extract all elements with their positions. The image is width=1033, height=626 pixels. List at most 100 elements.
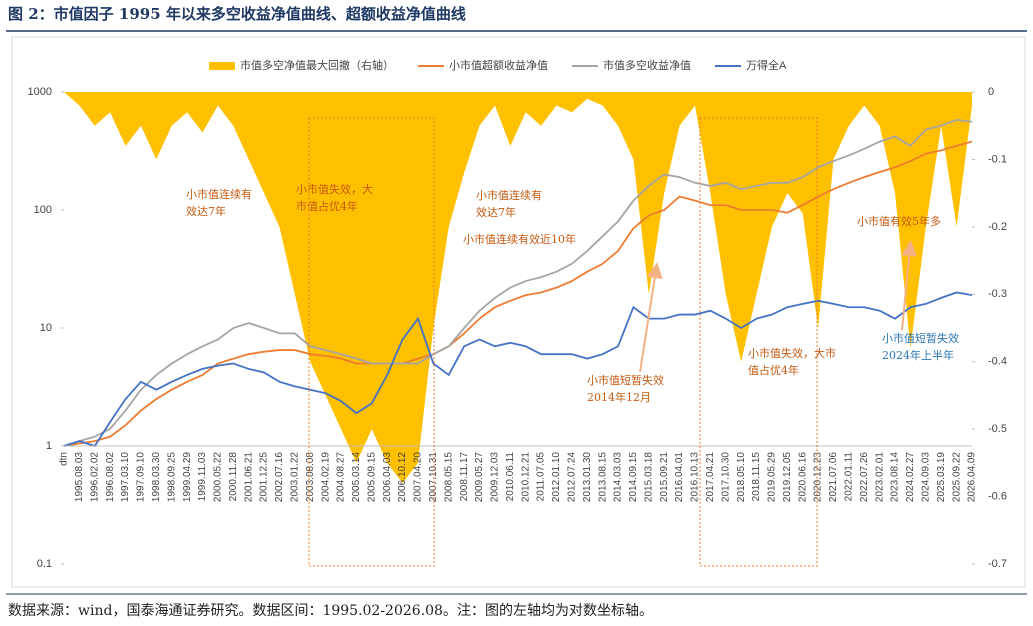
x-tick-label: 2022.07.26 (859, 452, 870, 502)
annotation: 2014年12月 (587, 390, 651, 404)
y-tick-label: 10 (40, 322, 52, 334)
highlight-box (699, 117, 818, 567)
x-tick-label: 2012.01.10 (551, 452, 562, 502)
x-tick-label: 2024.09.03 (920, 452, 931, 502)
y2-tick-label: -0.1 (988, 153, 1007, 165)
annotation: 值占优4年 (748, 363, 799, 377)
x-tick-label: 2001.12.25 (259, 452, 270, 502)
x-tick-label: 2008.11.17 (459, 452, 470, 502)
x-tick-label: 2011.07.05 (536, 452, 547, 502)
legend-label: 小市值超额收益净值 (449, 58, 548, 72)
x-tick-label: 1999.11.03 (197, 452, 208, 502)
highlight-box (308, 117, 435, 567)
x-tick-label: 1998.09.25 (166, 452, 177, 502)
y-tick-label: 100 (34, 204, 52, 216)
x-tick-label: 2009.12.03 (490, 452, 501, 502)
x-tick-label: 2019.05.29 (767, 452, 778, 502)
x-tick-label: 1996.02.02 (89, 452, 100, 502)
y-tick-label: 1 (46, 440, 52, 452)
x-tick-label: 2020.06.16 (797, 452, 808, 502)
x-tick-label: 2018.05.10 (736, 452, 747, 502)
annotation: 市值占优4年 (296, 199, 358, 213)
x-tick-label: 2014.03.03 (613, 452, 624, 502)
x-tick-label: 2003.08.08 (305, 452, 316, 502)
x-tick-label: 2015.03.18 (643, 452, 654, 502)
y2-tick-label: -0.2 (988, 221, 1007, 233)
x-tick-label: 2007.10.31 (428, 452, 439, 502)
y2-tick-label: -0.7 (988, 558, 1007, 570)
annotation: 小市值有效5年多 (857, 214, 941, 228)
x-tick-label: 2015.09.21 (659, 452, 670, 502)
x-tick-label: 2001.06.21 (243, 452, 254, 502)
x-tick-label: 2024.02.27 (905, 452, 916, 502)
x-tick-label: 1997.09.10 (136, 452, 147, 502)
annotation: 小市值连续有 (476, 188, 542, 202)
y2-tick-label: -0.6 (988, 490, 1007, 502)
series-line (63, 291, 973, 448)
legend-swatch (209, 62, 235, 70)
y2-tick-label: -0.5 (988, 423, 1007, 435)
figure-title: 图 2：市值因子 1995 年以来多空收益净值曲线、超额收益净值曲线 (8, 5, 466, 23)
x-tick-label: 1998.03.30 (151, 452, 162, 502)
arrow (639, 262, 663, 373)
x-tick-label: 2016.10.13 (690, 452, 701, 502)
annotation: 效达7年 (186, 204, 226, 218)
x-tick-label: 2009.05.27 (474, 452, 485, 502)
y2-tick-label: -0.4 (988, 356, 1007, 368)
x-tick-label: 2003.01.22 (289, 452, 300, 502)
legend-label: 万得全A (746, 58, 787, 72)
x-tick-label: 2021.07.06 (828, 452, 839, 502)
x-tick-label: 2014.09.15 (628, 452, 639, 502)
y2-tick-label: 0 (988, 86, 994, 98)
x-tick-label: 1999.04.29 (182, 452, 193, 502)
y-tick-label: 1000 (28, 86, 52, 98)
plot: 0.1 1 10 100 1000 0 -0.1 -0.2 -0.3 -0.4 -0.5 -0.6 -0… (28, 58, 1007, 570)
arrow (901, 240, 918, 331)
x-tick-label: 2018.11.15 (751, 452, 762, 502)
x-tick-label: 2004.02.19 (320, 452, 331, 502)
annotation: 小市值失效，大市 (748, 346, 836, 360)
annotation: 小市值连续有效近10年 (463, 232, 576, 246)
x-tick-label: 2023.02.01 (874, 452, 885, 502)
x-tick-label: 2013.01.30 (582, 452, 593, 502)
annotation: 2024年上半年 (882, 348, 954, 362)
y2-tick-label: -0.3 (988, 288, 1007, 300)
annotation: 小市值短暂失效 (587, 373, 664, 387)
x-tick-label: 2007.04.20 (413, 452, 424, 502)
x-tick-label: 2006.04.03 (382, 452, 393, 502)
x-tick-label: 2025.09.22 (951, 452, 962, 502)
legend-label: 市值多空净值最大回撤（右轴） (240, 58, 394, 72)
x-tick-label: 2026.04.09 (967, 452, 978, 502)
x-tick-label: dtn (59, 452, 70, 466)
x-tick-label: 2013.08.15 (597, 452, 608, 502)
x-tick-label: 2017.10.30 (720, 452, 731, 502)
drawdown-area (64, 92, 972, 484)
y-tick-label: 0.1 (37, 558, 52, 570)
x-tick-label: 2010.12.21 (520, 452, 531, 502)
x-tick-label: 2000.11.28 (228, 452, 239, 502)
annotation: 小市值短暂失效 (882, 331, 959, 345)
annotation: 小市值连续有 (186, 187, 252, 201)
x-tick-label: 2005.03.14 (351, 452, 362, 502)
x-tick-label: 2006.10.12 (397, 452, 408, 502)
x-tick-label: 2002.07.16 (274, 452, 285, 502)
x-tick-label: 2020.12.23 (813, 452, 824, 502)
x-tick-label: 2022.01.11 (844, 452, 855, 502)
annotation: 效达7年 (476, 205, 516, 219)
x-tick-label: 2004.08.27 (336, 452, 347, 502)
x-tick-label: 2019.12.05 (782, 452, 793, 502)
x-tick-label: 1995.08.03 (74, 452, 85, 502)
x-tick-label: 2012.07.24 (567, 452, 578, 502)
x-tick-label: 2016.04.01 (674, 452, 685, 502)
x-tick-label: 2000.05.22 (213, 452, 224, 502)
legend-label: 市值多空收益净值 (603, 58, 691, 72)
x-tick-label: 1996.08.02 (105, 452, 116, 502)
x-tick-label: 2025.03.19 (936, 452, 947, 502)
series-line (63, 118, 973, 447)
annotation: 小市值失效，大 (296, 182, 373, 196)
x-tick-label: 2023.08.14 (890, 452, 901, 502)
x-tick-label: 2008.05.15 (443, 452, 454, 502)
source-note: 数据来源：wind，国泰海通证券研究。数据区间：1995.02-2026.08。… (8, 603, 653, 619)
x-tick-label: 1997.03.10 (120, 452, 131, 502)
